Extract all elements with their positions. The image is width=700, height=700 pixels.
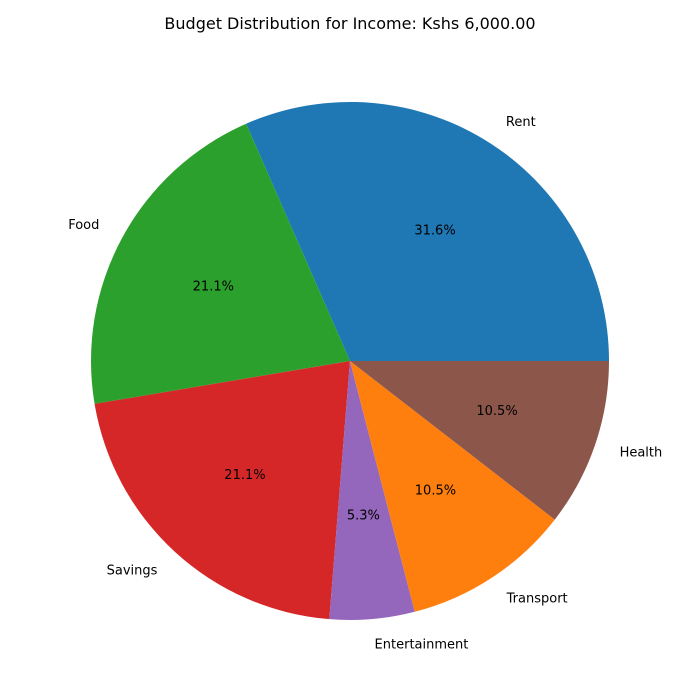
- slice-percent-food: 21.1%: [193, 280, 234, 295]
- pie-labels: Rent 31.6% Food 21.1% Savings 21.1% Entertainm…: [68, 115, 662, 652]
- pie-slice-transport: [350, 361, 555, 612]
- slice-percent-entertainment: 5.3%: [347, 508, 380, 523]
- slice-percent-rent: 31.6%: [414, 223, 455, 238]
- slice-label-health: Health: [620, 446, 663, 461]
- pie-slice-food: [91, 123, 351, 404]
- slice-label-entertainment: Entertainment: [375, 637, 469, 652]
- slice-label-food: Food: [68, 218, 99, 233]
- pie-slice-rent: [246, 101, 610, 361]
- slice-label-savings: Savings: [107, 563, 158, 578]
- slice-label-transport: Transport: [506, 591, 568, 606]
- pie-slice-health: [350, 361, 609, 520]
- slice-label-rent: Rent: [506, 115, 536, 130]
- pie-slice-entertainment: [329, 361, 415, 620]
- slice-percent-transport: 10.5%: [415, 483, 456, 498]
- slice-percent-health: 10.5%: [476, 404, 517, 419]
- slice-percent-savings: 21.1%: [224, 468, 265, 483]
- pie-slices: [91, 101, 610, 620]
- chart-title: Budget Distribution for Income: Kshs 6,0…: [164, 14, 536, 33]
- pie-slice-savings: [94, 361, 350, 620]
